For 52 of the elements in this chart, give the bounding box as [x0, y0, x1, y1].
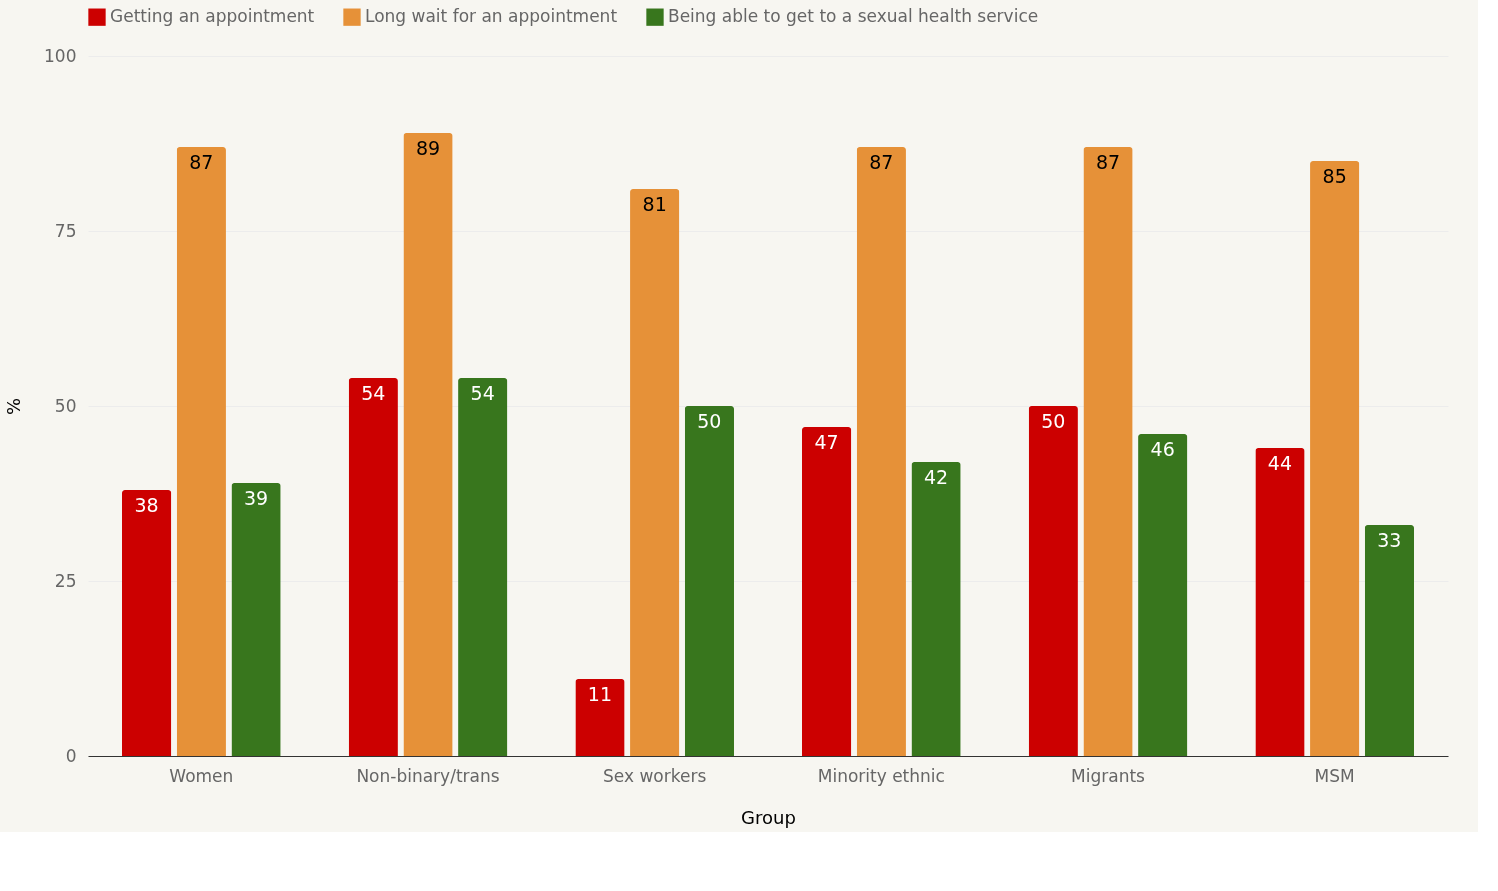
data-label: 85	[1322, 165, 1347, 187]
data-label: 39	[243, 487, 269, 509]
data-label: 38	[134, 494, 159, 516]
bar	[1255, 448, 1305, 756]
x-tick-label: MSM	[1314, 765, 1355, 786]
bar	[684, 406, 734, 756]
x-tick-label: Sex workers	[603, 765, 707, 786]
bar	[575, 679, 625, 756]
data-label: 50	[697, 410, 722, 432]
data-label: 11	[587, 683, 613, 705]
bar	[176, 147, 226, 756]
y-tick-label: 75	[54, 220, 77, 241]
bar	[458, 378, 508, 756]
y-tick-label: 25	[54, 570, 77, 591]
bar	[856, 147, 906, 756]
data-label: 42	[923, 466, 949, 488]
bar	[348, 378, 398, 756]
data-label: 33	[1377, 529, 1402, 551]
data-label: 87	[1095, 151, 1121, 173]
legend-label: Long wait for an appointment	[365, 6, 618, 27]
bar	[1028, 406, 1078, 756]
data-label: 44	[1267, 452, 1293, 474]
data-label: 47	[814, 431, 839, 453]
data-label: 81	[642, 193, 667, 215]
bar	[1083, 147, 1133, 756]
legend-label: Getting an appointment	[110, 6, 315, 27]
x-tick-label: Minority ethnic	[817, 765, 945, 786]
bar	[122, 490, 172, 756]
legend-label: Being able to get to a sexual health service	[668, 6, 1039, 27]
y-tick-label: 100	[44, 45, 77, 66]
data-label: 54	[361, 382, 386, 404]
x-tick-label: Migrants	[1071, 765, 1146, 786]
bar	[231, 483, 281, 756]
bar	[403, 133, 453, 756]
data-label: 87	[189, 151, 214, 173]
x-tick-label: Women	[169, 765, 234, 786]
data-label: 54	[470, 382, 495, 404]
data-label: 87	[869, 151, 894, 173]
bar	[1138, 434, 1188, 756]
bar	[911, 462, 961, 756]
bar	[630, 189, 680, 756]
bar	[1310, 161, 1360, 756]
y-tick-label: 50	[54, 395, 77, 416]
y-axis-title: %	[3, 397, 25, 416]
data-label: 89	[415, 137, 441, 159]
data-label: 46	[1150, 438, 1175, 460]
bar	[802, 427, 852, 756]
data-label: 50	[1041, 410, 1066, 432]
y-tick-label: 0	[65, 745, 77, 766]
x-axis-title: Group	[741, 806, 796, 828]
bar	[1364, 525, 1414, 756]
x-tick-label: Non-binary/trans	[356, 765, 500, 786]
